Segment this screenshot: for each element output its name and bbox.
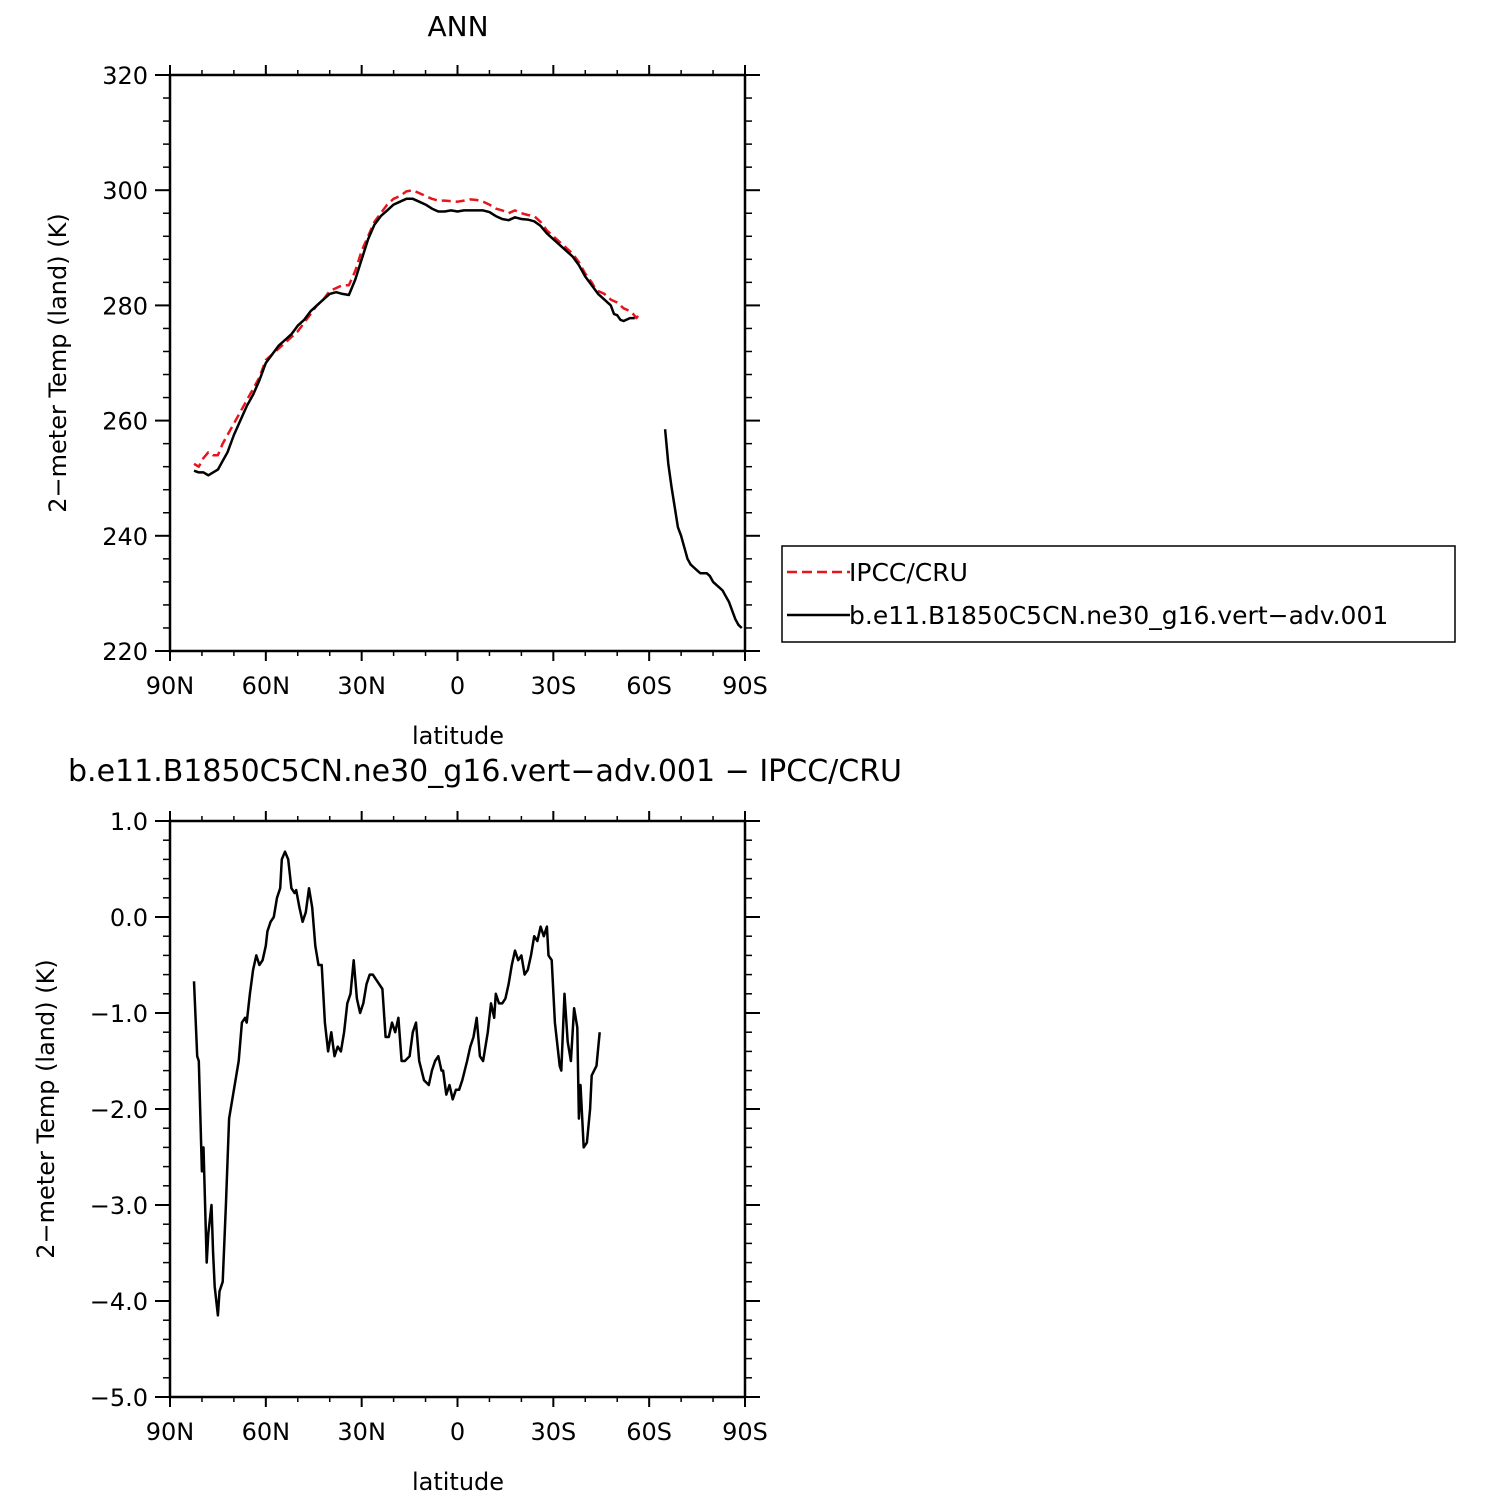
top-chart-title: ANN [427,10,488,43]
top-plot-frame [168,73,747,653]
legend-label-model: b.e11.B1850C5CN.ne30_g16.vert−adv.001 [849,601,1388,630]
bottom-y-tick-label-2: −1.0 [90,1000,148,1028]
bottom-chart: b.e11.B1850C5CN.ne30_g16.vert−adv.001 − … [32,754,902,1496]
bottom-x-tick-label-3: 0 [450,1418,465,1446]
bottom-x-tick-label-4: 30S [530,1418,576,1446]
legend: IPCC/CRU b.e11.B1850C5CN.ne30_g16.vert−a… [781,545,1456,643]
bottom-y-axis-label: 2−meter Temp (land) (K) [32,959,60,1258]
bottom-x-tick-label-1: 60N [242,1418,291,1446]
bottom-y-tick-label-5: −4.0 [90,1288,148,1316]
bottom-y-tick-label-0: 1.0 [110,808,148,836]
bottom-y-tick-label-6: −5.0 [90,1384,148,1412]
top-series-1-line-0 [193,197,635,477]
bottom-y-tick-label-1: 0.0 [110,904,148,932]
top-x-tick-label-1: 60N [242,672,291,700]
top-y-axis-label: 2−meter Temp (land) (K) [44,213,72,512]
bottom-x-tick-label-0: 90N [146,1418,195,1446]
top-x-axis-label: latitude [412,722,504,750]
legend-label-ipcc: IPCC/CRU [849,558,968,587]
bottom-chart-title: b.e11.B1850C5CN.ne30_g16.vert−adv.001 − … [68,754,902,789]
top-x-tick-label-6: 90S [722,672,768,700]
bottom-x-tick-label-2: 30N [337,1418,386,1446]
top-x-tick-label-4: 30S [530,672,576,700]
bottom-x-tick-label-6: 90S [722,1418,768,1446]
top-x-tick-label-3: 0 [450,672,465,700]
top-series-0-line-0 [193,188,640,468]
top-chart: ANN 90N 60N 30N 0 30S 60S 90S 320 300 280 260 240 22… [44,10,768,750]
top-y-tick-label-4: 240 [102,523,148,551]
bottom-plot-frame [168,819,747,1399]
bottom-y-tick-label-4: −3.0 [90,1192,148,1220]
bottom-x-tick-label-5: 60S [626,1418,672,1446]
top-x-tick-label-0: 90N [146,672,195,700]
legend-box [781,545,1456,643]
top-x-tick-label-2: 30N [337,672,386,700]
top-y-tick-label-5: 220 [102,638,148,666]
bottom-series-0-line-0 [192,850,601,1317]
top-y-tick-label-1: 300 [102,177,148,205]
bottom-x-axis-label: latitude [412,1468,504,1496]
top-y-tick-label-3: 260 [102,408,148,436]
top-y-tick-label-2: 280 [102,292,148,320]
top-y-tick-label-0: 320 [102,62,148,90]
top-x-tick-label-5: 60S [626,672,672,700]
top-series-1-line-1 [663,429,743,629]
bottom-y-tick-label-3: −2.0 [90,1096,148,1124]
